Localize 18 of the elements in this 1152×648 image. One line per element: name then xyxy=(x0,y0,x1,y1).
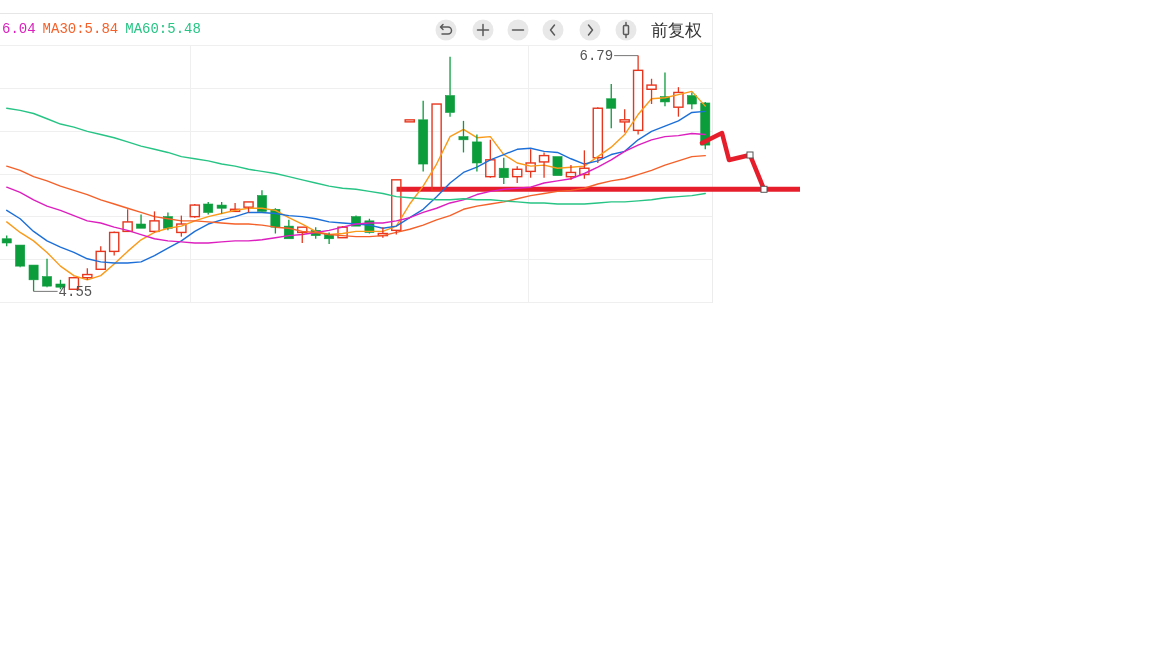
annotation: 6.79 xyxy=(579,48,614,65)
annotation: 6.79 xyxy=(579,48,639,65)
candlestick xyxy=(565,164,577,181)
candlestick xyxy=(257,189,267,212)
candlestick xyxy=(136,213,146,229)
candlestick xyxy=(377,226,389,239)
candlestick xyxy=(108,231,120,257)
legend: 6.04 MA30:5.84 MA60:5.48 xyxy=(2,20,201,37)
candlestick xyxy=(472,133,482,173)
candlestick xyxy=(229,202,241,213)
annotation: 4.55 xyxy=(33,284,93,301)
candlestick xyxy=(445,56,455,118)
candlestick xyxy=(632,54,644,136)
annotation: 前复权 xyxy=(651,20,702,40)
candlestick xyxy=(538,151,550,179)
candlestick xyxy=(485,139,496,178)
candlestick xyxy=(42,258,52,287)
annotation: 4.55 xyxy=(58,284,93,301)
